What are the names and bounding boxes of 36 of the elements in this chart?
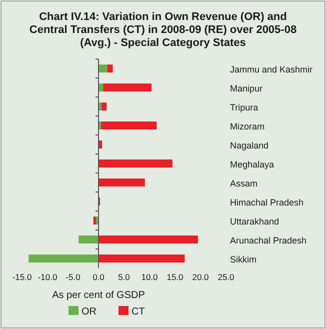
y-tick-label: Himachal Pradesh [230, 198, 304, 208]
y-tick-label: Arunachal Pradesh [230, 236, 307, 246]
chart-title: Chart IV.14: Variation in Own Revenue (OR) and Central Transfers (CT) in 2008-09 (RE) over 2005-08 (Avg.) - Special Category States [29, 11, 297, 49]
x-tick-label: -15.0 [12, 272, 32, 282]
bar [98, 236, 198, 244]
bar [107, 64, 113, 72]
bar [102, 102, 107, 110]
x-tick-label: 15.0 [166, 272, 184, 282]
bar [78, 236, 98, 244]
bar [98, 254, 185, 262]
y-tick-label: Jammu and Kashmir [230, 64, 313, 74]
bar [98, 178, 145, 186]
x-tick-label: 5.0 [118, 272, 130, 282]
bar [28, 254, 98, 262]
x-tick-label: -10.0 [38, 272, 58, 282]
x-tick-label: 0.0 [92, 272, 105, 282]
y-tick-label: Tripura [230, 102, 258, 112]
legend-label: OR [82, 306, 96, 318]
y-tick-label: Assam [230, 178, 258, 188]
x-tick-label: 10.0 [141, 272, 158, 282]
bar [98, 160, 172, 168]
legend-label: CT [132, 306, 145, 318]
y-tick-label: Meghalaya [230, 160, 274, 170]
bar [98, 64, 108, 72]
x-tick-label: 25.0 [218, 272, 235, 282]
bar [103, 84, 152, 92]
y-tick-label: Mizoram [230, 122, 265, 132]
y-tick-label: Nagaland [230, 140, 269, 150]
y-tick-label: Manipur [230, 84, 263, 94]
x-axis-title: As per cent of GSDP [52, 290, 146, 301]
bar [93, 216, 96, 224]
y-tick-label: Sikkim [230, 254, 256, 264]
x-tick-label: 20.0 [192, 272, 210, 282]
x-tick-label: -5.0 [66, 272, 81, 282]
bar [101, 122, 157, 130]
y-tick-label: Uttarakhand [230, 216, 280, 226]
